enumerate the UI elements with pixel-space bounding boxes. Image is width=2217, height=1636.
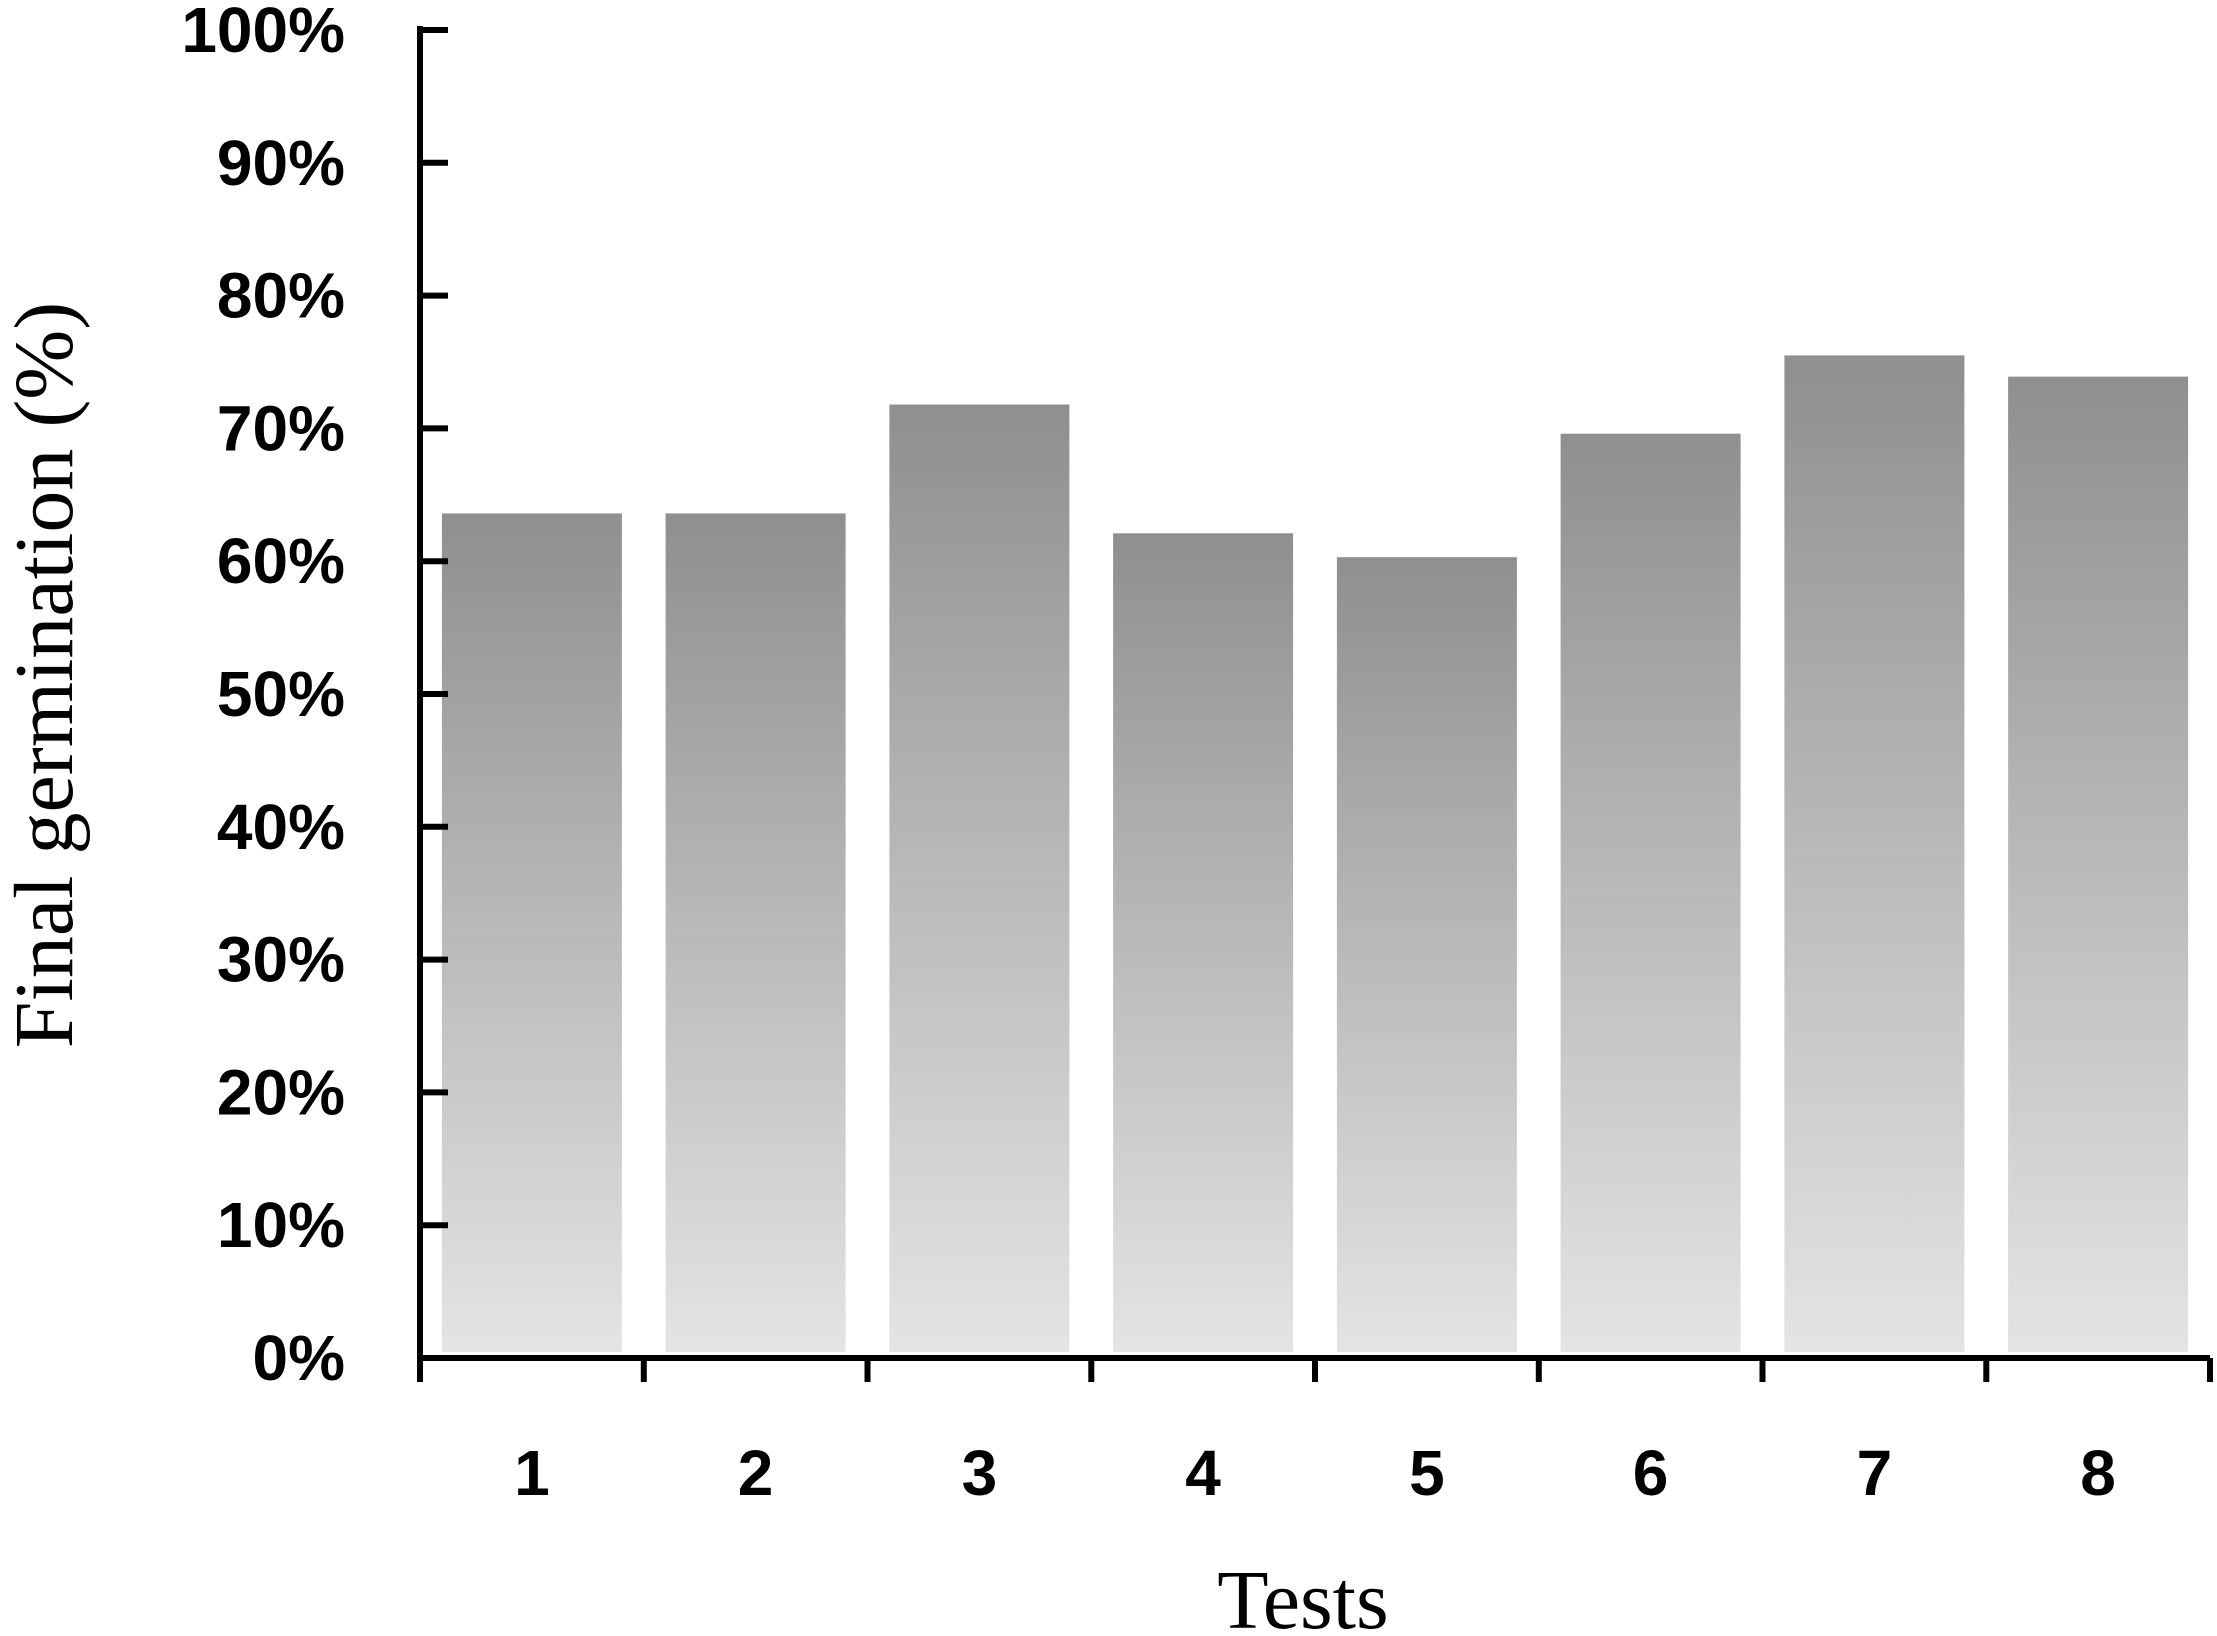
y-tick-label-5: 50%: [217, 658, 345, 730]
bar-test-3: [889, 404, 1070, 1352]
bars-group: [441, 355, 2189, 1353]
x-tick-label-4: 4: [1185, 1437, 1221, 1509]
bar-test-8: [2008, 376, 2189, 1353]
x-tick-label-3: 3: [962, 1437, 998, 1509]
y-tick-label-0: 0%: [253, 1322, 346, 1394]
y-tick-label-2: 20%: [217, 1056, 345, 1128]
bar-test-1: [441, 513, 622, 1352]
x-tick-label-5: 5: [1409, 1437, 1445, 1509]
x-tick-label-2: 2: [738, 1437, 774, 1509]
x-tick-label-7: 7: [1857, 1437, 1893, 1509]
y-tick-label-1: 10%: [217, 1189, 345, 1261]
y-tick-label-7: 70%: [217, 392, 345, 464]
y-tick-label-4: 40%: [217, 791, 345, 863]
y-tick-labels: 0% 10% 20% 30% 40% 50% 60% 70% 80% 90% 100%: [181, 0, 345, 1394]
bar-test-4: [1113, 533, 1294, 1352]
x-tick-label-8: 8: [2080, 1437, 2116, 1509]
axes-group: [417, 26, 2213, 1382]
y-tick-label-6: 60%: [217, 525, 345, 597]
bar-test-2: [665, 513, 846, 1352]
y-tick-label-10: 100%: [181, 0, 345, 66]
x-axis-title: Tests: [1217, 1554, 1388, 1636]
bar-test-6: [1560, 433, 1741, 1352]
x-tick-label-1: 1: [514, 1437, 550, 1509]
x-tick-labels: 1 2 3 4 5 6 7 8: [514, 1437, 2116, 1509]
y-tick-label-3: 30%: [217, 924, 345, 996]
y-tick-label-8: 80%: [217, 260, 345, 332]
y-axis-title: Final germination (%): [0, 302, 91, 1048]
y-tick-label-9: 90%: [217, 127, 345, 199]
bar-test-7: [1784, 355, 1965, 1352]
bar-test-5: [1336, 557, 1517, 1352]
x-tick-label-6: 6: [1633, 1437, 1669, 1509]
